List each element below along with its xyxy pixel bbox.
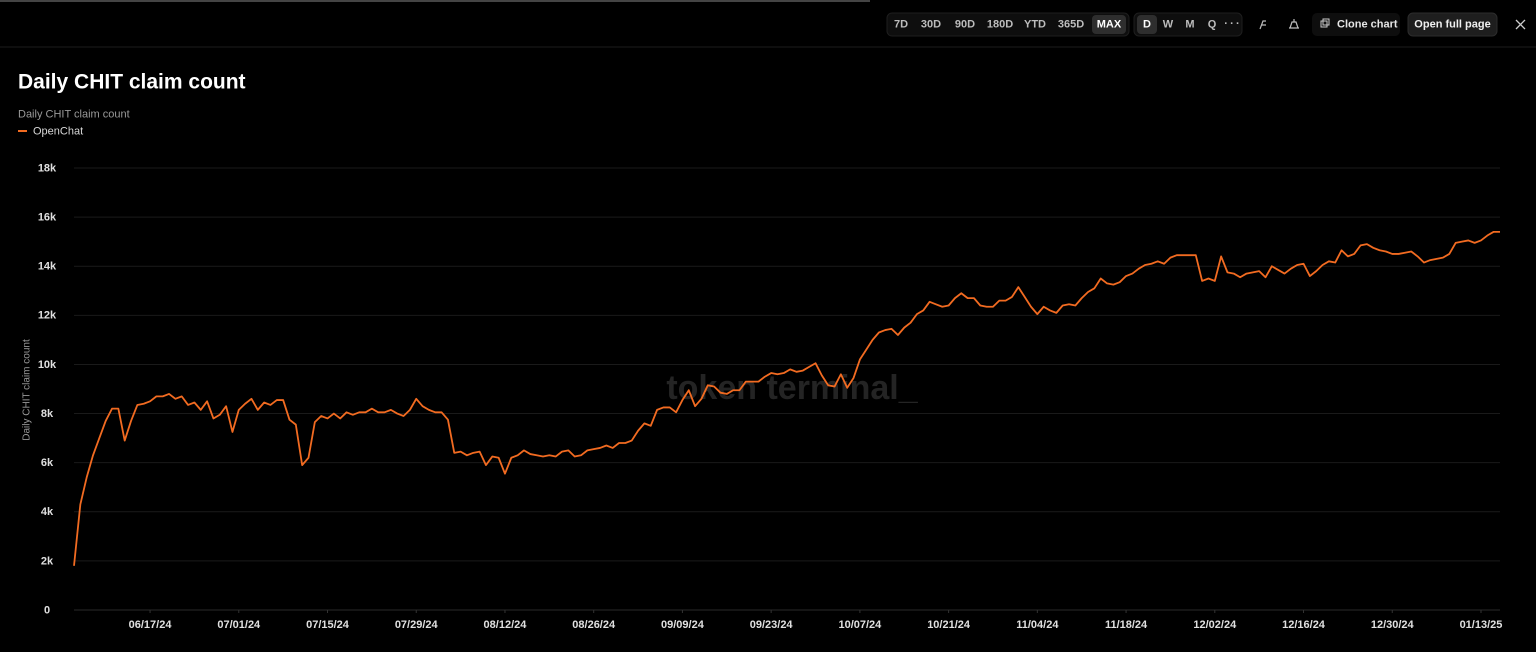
- range-button[interactable]: 180D: [987, 18, 1013, 30]
- x-tick-label: 10/21/24: [927, 619, 971, 631]
- y-tick-label: 18k: [38, 162, 57, 174]
- chart-type-icon[interactable]: [1289, 19, 1299, 29]
- x-tick-label: 01/13/25: [1460, 619, 1503, 631]
- granularity-button[interactable]: D: [1143, 18, 1151, 30]
- legend-label[interactable]: OpenChat: [33, 125, 83, 137]
- granularity-selected: [1137, 15, 1157, 34]
- x-tick-label: 12/30/24: [1371, 619, 1415, 631]
- x-tick-label: 10/07/24: [838, 619, 882, 631]
- y-axis-label: Daily CHIT claim count: [22, 339, 33, 441]
- range-button[interactable]: YTD: [1024, 18, 1046, 30]
- open-full-page-button[interactable]: [1407, 12, 1498, 37]
- range-button[interactable]: 30D: [921, 18, 941, 30]
- watermark: token terminal_: [666, 369, 918, 407]
- y-tick-label: 10k: [38, 359, 57, 371]
- chart-title: Daily CHIT claim count: [18, 71, 246, 94]
- x-tick-label: 12/16/24: [1282, 619, 1326, 631]
- x-tick-label: 12/02/24: [1193, 619, 1237, 631]
- y-tick-label: 4k: [41, 506, 54, 518]
- x-tick-label: 07/01/24: [217, 619, 261, 631]
- open-full-page-label: Open full page: [1414, 18, 1490, 30]
- clone-icon: [1320, 20, 1328, 28]
- clone-button[interactable]: [1312, 13, 1400, 36]
- x-tick-label: 07/29/24: [395, 619, 439, 631]
- more-button[interactable]: · · ·: [1224, 18, 1239, 30]
- clone-label: Clone chart: [1337, 18, 1398, 30]
- x-tick-label: 08/12/24: [484, 619, 528, 631]
- y-tick-label: 6k: [41, 457, 54, 469]
- clone-icon: [1322, 18, 1330, 26]
- y-tick-label: 0: [44, 604, 50, 616]
- granularity-button[interactable]: Q: [1208, 18, 1217, 30]
- x-tick-label: 11/04/24: [1016, 619, 1059, 631]
- y-tick-label: 14k: [38, 261, 57, 273]
- range-button[interactable]: 365D: [1058, 18, 1084, 30]
- x-tick-label: 08/26/24: [572, 619, 616, 631]
- range-group: [886, 12, 1130, 37]
- x-tick-label: 11/18/24: [1105, 619, 1148, 631]
- y-tick-label: 12k: [38, 310, 57, 322]
- granularity-group: [1133, 12, 1243, 37]
- y-tick-label: 16k: [38, 212, 57, 224]
- formula-icon[interactable]: [1259, 20, 1266, 30]
- x-tick-label: 07/15/24: [306, 619, 350, 631]
- x-tick-label: 09/09/24: [661, 619, 705, 631]
- range-button[interactable]: 90D: [955, 18, 975, 30]
- granularity-button[interactable]: M: [1185, 18, 1194, 30]
- y-tick-label: 2k: [41, 555, 54, 567]
- range-button[interactable]: 7D: [894, 18, 908, 30]
- chart-subtitle: Daily CHIT claim count: [18, 108, 130, 120]
- x-tick-label: 06/17/24: [129, 619, 173, 631]
- series-line: [73, 230, 1500, 566]
- y-tick-label: 8k: [41, 408, 54, 420]
- range-selected: [1092, 15, 1126, 34]
- granularity-button[interactable]: W: [1163, 18, 1174, 30]
- close-icon[interactable]: [1515, 19, 1526, 30]
- range-button[interactable]: MAX: [1097, 18, 1122, 30]
- x-tick-label: 09/23/24: [750, 619, 794, 631]
